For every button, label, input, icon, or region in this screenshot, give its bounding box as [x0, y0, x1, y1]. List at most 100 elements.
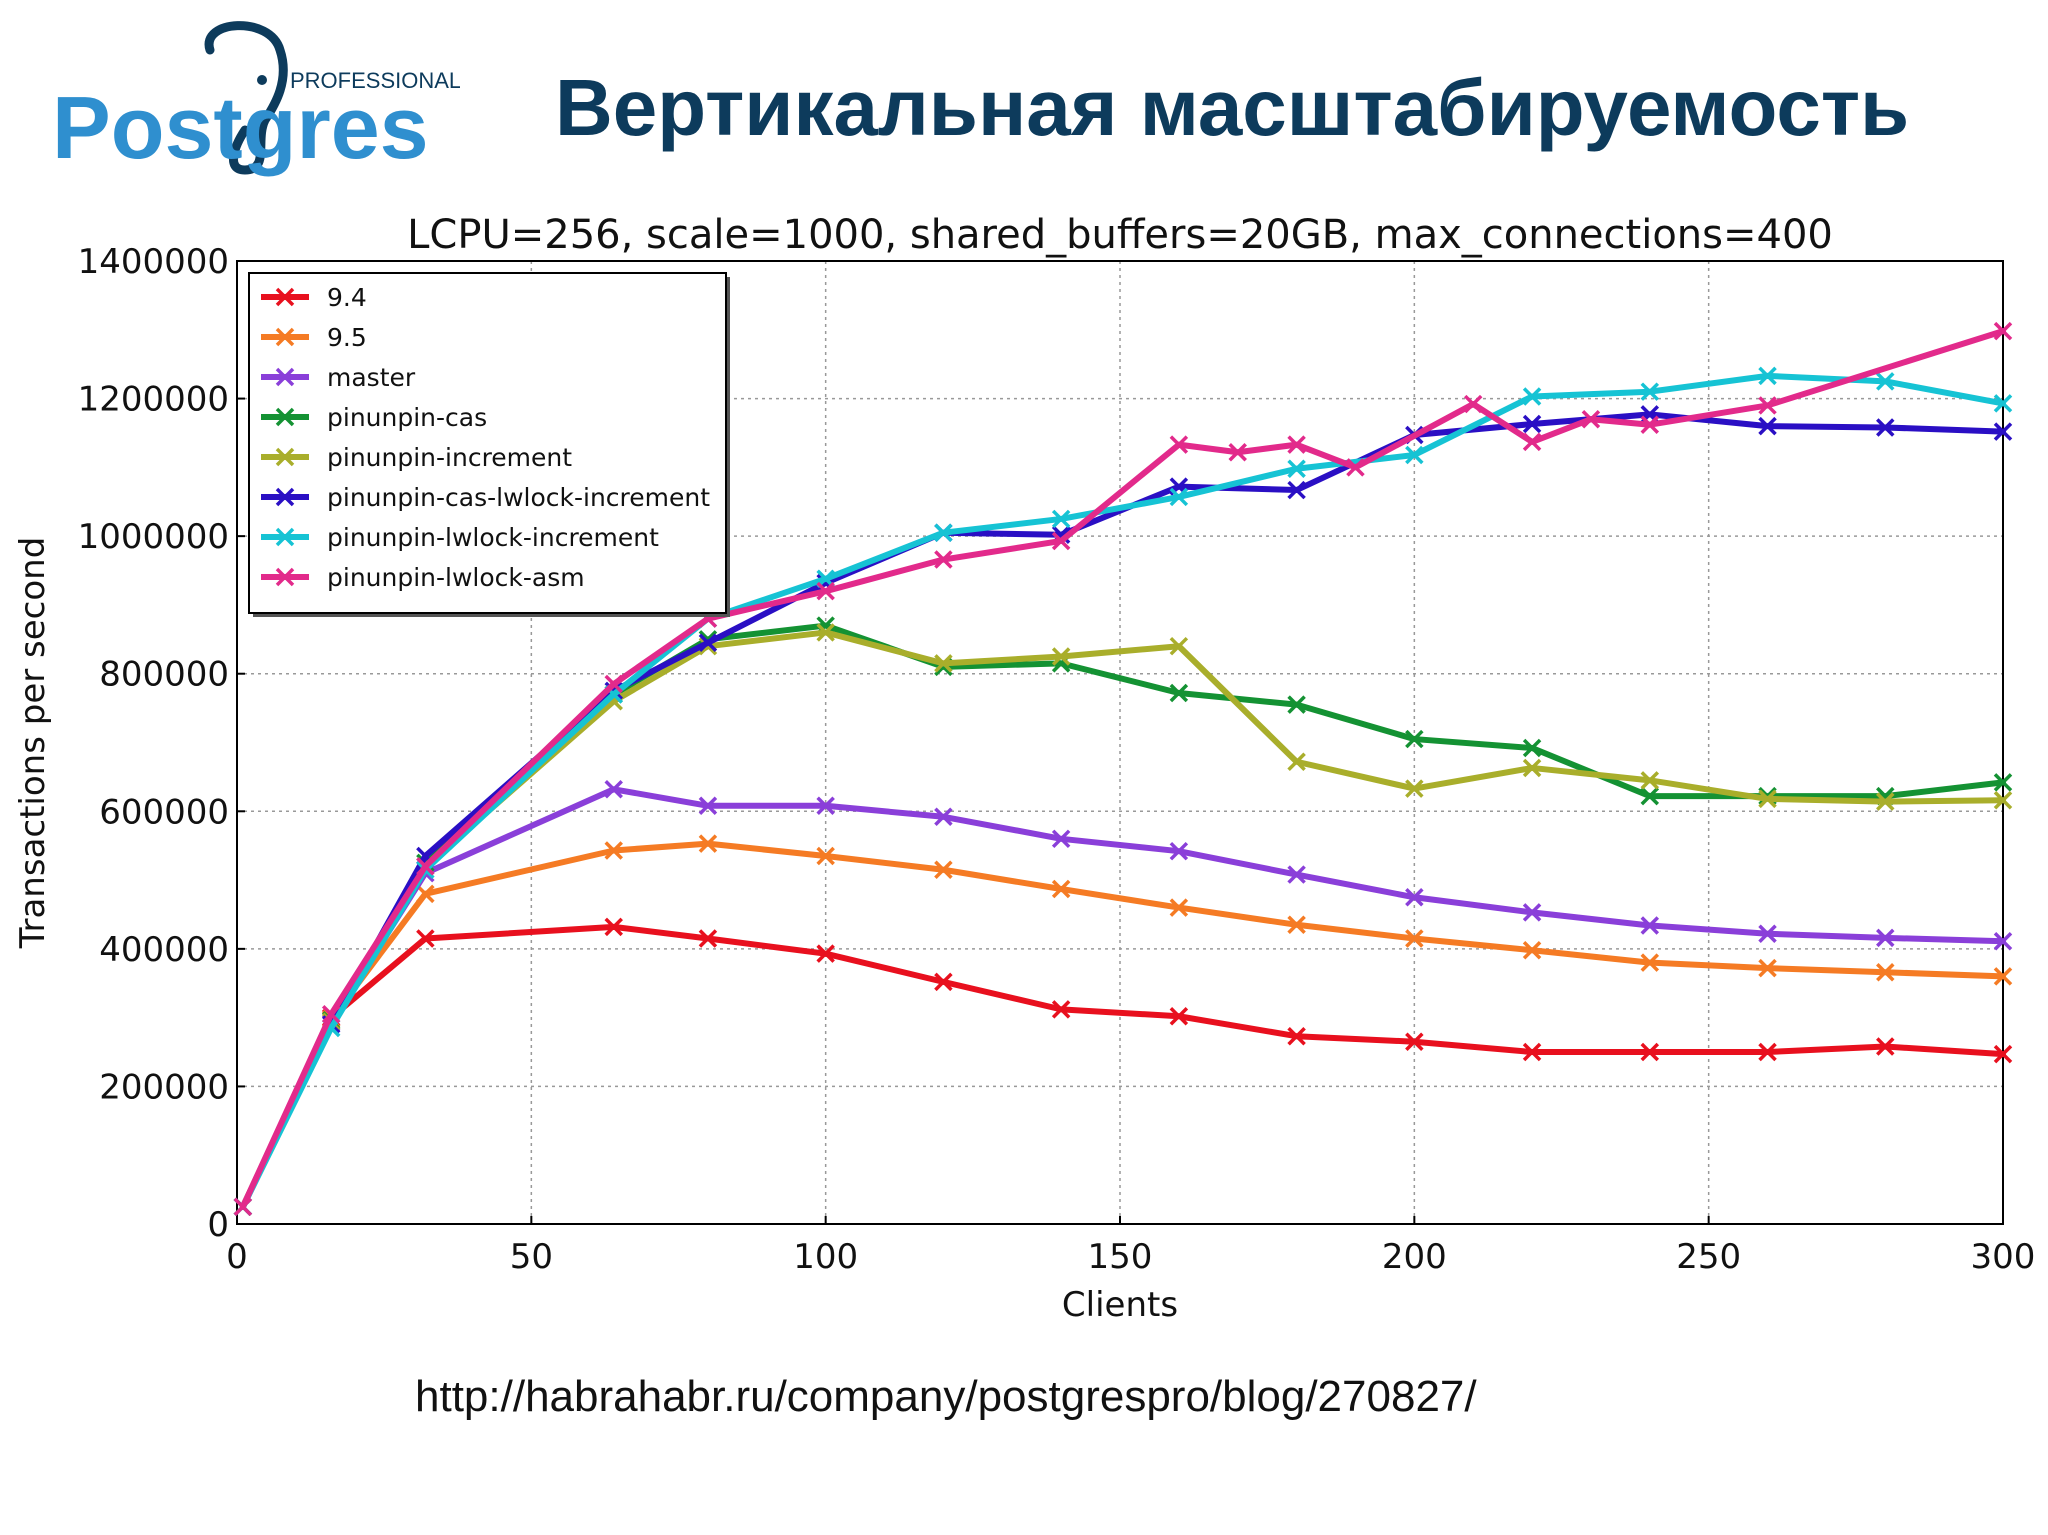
- data-point-marker: [1640, 415, 1660, 434]
- data-point-marker: [1640, 771, 1660, 790]
- data-point-marker: [698, 929, 718, 948]
- data-point-marker: [1287, 435, 1306, 454]
- data-point-marker: [1993, 1044, 2013, 1064]
- data-point-marker: [1522, 738, 1542, 758]
- data-point-marker: [604, 674, 623, 694]
- line-chart: LCPU=256, scale=1000, shared_buffers=20G…: [13, 212, 2035, 1325]
- data-point-marker: [1640, 786, 1660, 806]
- data-point-marker: [1051, 509, 1071, 529]
- legend-marker: [275, 327, 295, 347]
- chart-title: LCPU=256, scale=1000, shared_buffers=20G…: [407, 212, 1833, 258]
- data-point-marker: [1876, 418, 1895, 437]
- series-line: [239, 786, 2006, 1210]
- data-point-marker: [1640, 953, 1660, 972]
- data-point-marker: [604, 780, 623, 799]
- data-point-marker: [1346, 458, 1365, 477]
- data-point-marker: [233, 1197, 253, 1217]
- data-point-marker: [698, 834, 718, 853]
- series-line: [239, 923, 2006, 1210]
- legend-box: [248, 272, 727, 614]
- series-line: [239, 629, 2006, 1210]
- legend-marker: [275, 487, 295, 507]
- data-point-marker: [416, 857, 435, 876]
- data-point-marker: [1051, 1000, 1071, 1019]
- data-point-marker: [1758, 366, 1777, 386]
- data-point-marker: [1876, 372, 1895, 391]
- data-point-marker: [1169, 683, 1189, 703]
- data-point-marker: [416, 929, 435, 948]
- data-point-marker: [1758, 924, 1777, 943]
- series-line: [239, 622, 2006, 1210]
- y-tick-label: 400000: [99, 930, 229, 970]
- data-point-marker: [1405, 1032, 1424, 1051]
- data-point-marker: [1993, 791, 2013, 810]
- elephant-logo-icon: [204, 21, 288, 175]
- data-point-marker: [1405, 888, 1424, 907]
- data-point-marker: [416, 884, 435, 904]
- data-point-marker: [934, 972, 953, 992]
- data-point-marker: [816, 796, 835, 816]
- data-point-marker: [1051, 879, 1071, 899]
- data-point-marker: [1522, 432, 1542, 452]
- data-point-marker: [1051, 647, 1071, 666]
- source-link[interactable]: http://habrahabr.ru/company/postgrespro/…: [415, 1372, 1477, 1421]
- data-point-marker: [1522, 387, 1542, 406]
- data-point-marker: [1169, 898, 1189, 917]
- data-point-marker: [1876, 928, 1895, 948]
- legend-marker: [275, 447, 295, 467]
- x-tick-label: 0: [226, 1237, 248, 1277]
- legend-entry: master: [327, 363, 416, 392]
- data-point-marker: [1287, 695, 1306, 714]
- y-tick-label: 0: [207, 1205, 229, 1245]
- x-tick-label: 100: [793, 1237, 858, 1277]
- legend-entry: pinunpin-cas-lwlock-increment: [327, 483, 710, 512]
- x-tick-label: 50: [510, 1237, 553, 1277]
- x-tick-label: 250: [1676, 1237, 1741, 1277]
- data-point-marker: [816, 581, 835, 601]
- y-tick-label: 1000000: [78, 517, 229, 557]
- logo-postgres-text: Postgres: [52, 78, 429, 177]
- data-point-marker: [934, 523, 953, 542]
- data-point-marker: [1051, 829, 1071, 849]
- logo-professional-text: PROFESSIONAL: [290, 68, 460, 93]
- data-point-marker: [1640, 1042, 1660, 1062]
- legend-marker: [275, 567, 295, 587]
- data-point-marker: [1405, 929, 1424, 948]
- data-point-marker: [698, 796, 718, 816]
- data-point-marker: [1758, 789, 1777, 809]
- axes: LCPU=256, scale=1000, shared_buffers=20G…: [13, 212, 2035, 1325]
- slide-title: Вертикальная масштабируемость: [555, 63, 1910, 152]
- series-line: [239, 372, 2006, 1210]
- data-point-marker: [1287, 915, 1306, 935]
- data-point-marker: [1758, 416, 1777, 436]
- data-point-marker: [321, 1004, 341, 1024]
- data-point-marker: [934, 654, 953, 673]
- data-point-marker: [816, 846, 835, 866]
- data-point-marker: [1169, 636, 1189, 656]
- legend-entry: 9.4: [327, 283, 367, 312]
- data-point-marker: [1522, 940, 1542, 960]
- legend-entry: pinunpin-lwlock-increment: [327, 523, 659, 552]
- data-point-marker: [1522, 414, 1542, 434]
- data-point-marker: [1993, 321, 2013, 341]
- y-tick-label: 200000: [99, 1067, 229, 1107]
- data-point-marker: [1051, 531, 1071, 551]
- data-point-marker: [1993, 394, 2013, 413]
- y-tick-label: 1400000: [78, 242, 229, 282]
- data-point-marker: [1405, 779, 1424, 798]
- series-line: [239, 840, 2006, 1210]
- data-point-marker: [934, 807, 953, 827]
- x-axis-label: Clients: [1062, 1285, 1178, 1325]
- legend-entry: pinunpin-cas: [327, 403, 487, 432]
- data-point-marker: [1993, 773, 2013, 792]
- data-point-marker: [1169, 487, 1189, 507]
- data-point-marker: [816, 944, 835, 963]
- data-point-marker: [604, 841, 623, 860]
- data-point-marker: [1287, 752, 1306, 771]
- y-tick-label: 1200000: [78, 380, 229, 420]
- data-point-marker: [1522, 758, 1542, 778]
- legend-marker: [275, 407, 295, 427]
- legend: 9.4 9.5 master pinunpin-cas pinunpin-increme…: [248, 272, 730, 617]
- data-point-marker: [1640, 916, 1660, 935]
- data-point-marker: [934, 860, 953, 879]
